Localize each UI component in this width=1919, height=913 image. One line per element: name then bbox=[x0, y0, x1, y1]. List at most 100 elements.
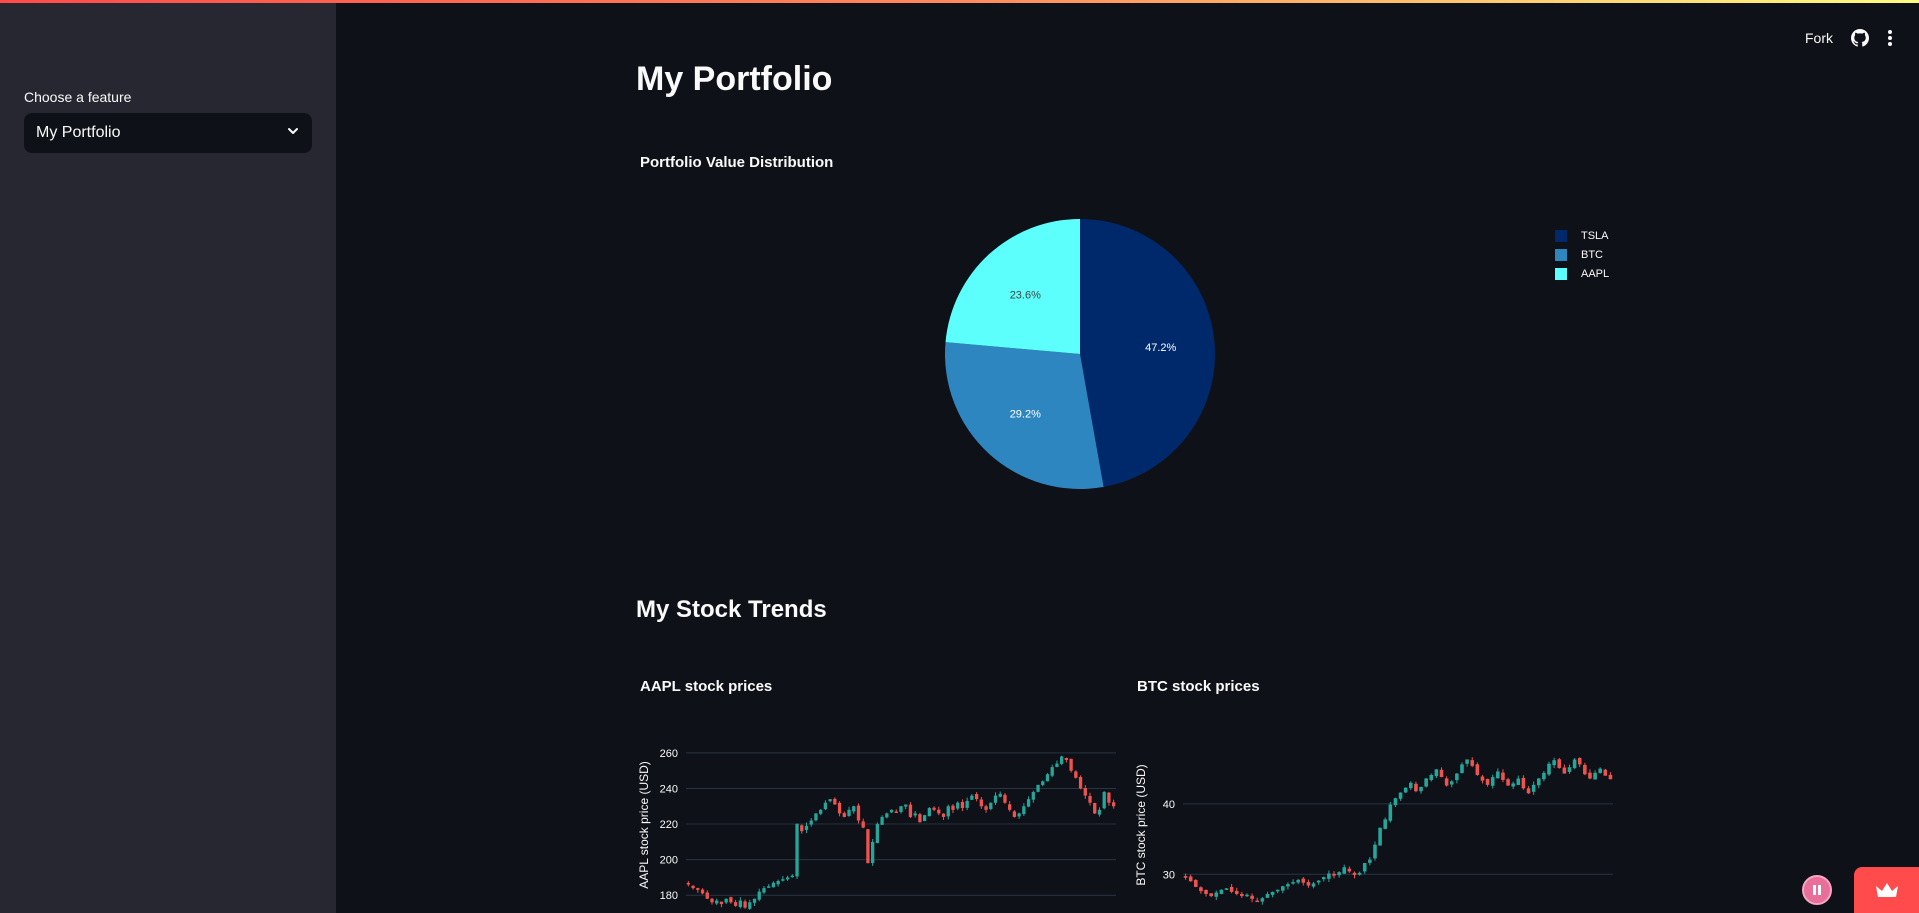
candle[interactable] bbox=[1506, 779, 1510, 786]
candle[interactable] bbox=[795, 824, 799, 877]
candle[interactable] bbox=[1229, 886, 1234, 892]
candle[interactable] bbox=[1260, 898, 1265, 902]
candle[interactable] bbox=[804, 825, 809, 830]
candle[interactable] bbox=[814, 813, 818, 821]
pie-slice-aapl[interactable] bbox=[945, 219, 1080, 354]
candle[interactable] bbox=[1255, 900, 1260, 903]
candle[interactable] bbox=[1031, 792, 1035, 800]
streamlit-badge[interactable] bbox=[1854, 867, 1919, 913]
candle[interactable] bbox=[894, 811, 898, 814]
candle[interactable] bbox=[1332, 873, 1336, 876]
candle[interactable] bbox=[1547, 763, 1551, 775]
candle[interactable] bbox=[993, 795, 998, 803]
candle[interactable] bbox=[1102, 792, 1106, 809]
candle[interactable] bbox=[1306, 882, 1311, 886]
candle[interactable] bbox=[719, 901, 724, 905]
candle[interactable] bbox=[1552, 760, 1556, 766]
candle[interactable] bbox=[1296, 879, 1300, 883]
candle[interactable] bbox=[1536, 778, 1541, 786]
candle[interactable] bbox=[1194, 880, 1198, 887]
candle[interactable] bbox=[1003, 794, 1007, 803]
candle[interactable] bbox=[1209, 893, 1213, 897]
candle[interactable] bbox=[837, 802, 842, 814]
candle[interactable] bbox=[852, 806, 856, 812]
candle[interactable] bbox=[767, 886, 771, 888]
candle[interactable] bbox=[1281, 886, 1285, 891]
candle[interactable] bbox=[956, 802, 960, 809]
candle[interactable] bbox=[970, 795, 974, 800]
candle[interactable] bbox=[1270, 891, 1275, 895]
candle[interactable] bbox=[809, 820, 813, 825]
candle[interactable] bbox=[785, 877, 790, 880]
candle[interactable] bbox=[1045, 774, 1050, 782]
candle[interactable] bbox=[1449, 781, 1454, 785]
candle[interactable] bbox=[1286, 884, 1290, 887]
candle[interactable] bbox=[752, 898, 757, 903]
candle[interactable] bbox=[1403, 787, 1408, 793]
kebab-menu-icon[interactable] bbox=[1887, 29, 1893, 47]
candle[interactable] bbox=[861, 821, 865, 828]
candle[interactable] bbox=[748, 902, 752, 909]
candle[interactable] bbox=[1409, 782, 1413, 789]
candle[interactable] bbox=[1050, 767, 1054, 776]
candle[interactable] bbox=[1362, 863, 1367, 872]
candle[interactable] bbox=[889, 809, 894, 813]
candle[interactable] bbox=[1352, 872, 1357, 875]
candle[interactable] bbox=[918, 814, 922, 823]
candle[interactable] bbox=[1465, 759, 1469, 764]
candle[interactable] bbox=[1475, 764, 1480, 775]
candle[interactable] bbox=[1490, 777, 1495, 786]
github-icon[interactable] bbox=[1851, 29, 1869, 47]
legend-item[interactable]: TSLA bbox=[1555, 226, 1609, 245]
candle[interactable] bbox=[1055, 763, 1059, 767]
candle[interactable] bbox=[1526, 788, 1531, 794]
candle[interactable] bbox=[1204, 889, 1208, 894]
candle[interactable] bbox=[1501, 772, 1505, 780]
candle[interactable] bbox=[937, 809, 941, 814]
candle[interactable] bbox=[771, 882, 776, 888]
candle[interactable] bbox=[1026, 799, 1031, 807]
candle[interactable] bbox=[686, 882, 691, 885]
candle[interactable] bbox=[724, 898, 728, 903]
candle[interactable] bbox=[1234, 890, 1239, 894]
candle[interactable] bbox=[842, 813, 846, 817]
candle[interactable] bbox=[1064, 758, 1069, 761]
candle[interactable] bbox=[1388, 804, 1393, 821]
candle[interactable] bbox=[979, 799, 983, 807]
candle[interactable] bbox=[691, 885, 695, 889]
candle[interactable] bbox=[998, 793, 1002, 797]
candle[interactable] bbox=[1093, 803, 1097, 814]
candle[interactable] bbox=[781, 879, 785, 881]
candle[interactable] bbox=[1074, 771, 1078, 778]
candle[interactable] bbox=[941, 813, 946, 817]
legend-item[interactable]: AAPL bbox=[1555, 264, 1609, 283]
candle[interactable] bbox=[1083, 788, 1087, 796]
candle[interactable] bbox=[1368, 859, 1372, 863]
candle[interactable] bbox=[1424, 778, 1428, 787]
candle[interactable] bbox=[1398, 792, 1403, 799]
candle[interactable] bbox=[1429, 774, 1434, 781]
candle[interactable] bbox=[1603, 769, 1608, 776]
candle[interactable] bbox=[870, 841, 875, 864]
candle[interactable] bbox=[1327, 873, 1331, 879]
candle[interactable] bbox=[1577, 758, 1582, 765]
candle[interactable] bbox=[1337, 872, 1341, 876]
candle[interactable] bbox=[743, 901, 747, 908]
candle[interactable] bbox=[1455, 773, 1459, 781]
candle[interactable] bbox=[1521, 777, 1526, 789]
avatar[interactable] bbox=[1802, 875, 1832, 905]
candle[interactable] bbox=[828, 799, 832, 802]
candle[interactable] bbox=[880, 816, 884, 825]
candle[interactable] bbox=[1199, 887, 1203, 892]
candle[interactable] bbox=[932, 807, 936, 810]
candle[interactable] bbox=[1321, 877, 1326, 880]
candle[interactable] bbox=[1434, 769, 1439, 777]
candle[interactable] bbox=[885, 813, 889, 818]
candle[interactable] bbox=[856, 805, 861, 821]
candle[interactable] bbox=[1393, 798, 1398, 806]
candle[interactable] bbox=[1567, 767, 1572, 772]
fork-button[interactable]: Fork bbox=[1805, 30, 1833, 46]
candle[interactable] bbox=[904, 804, 908, 807]
candle[interactable] bbox=[1470, 760, 1475, 766]
candle[interactable] bbox=[1188, 876, 1193, 882]
